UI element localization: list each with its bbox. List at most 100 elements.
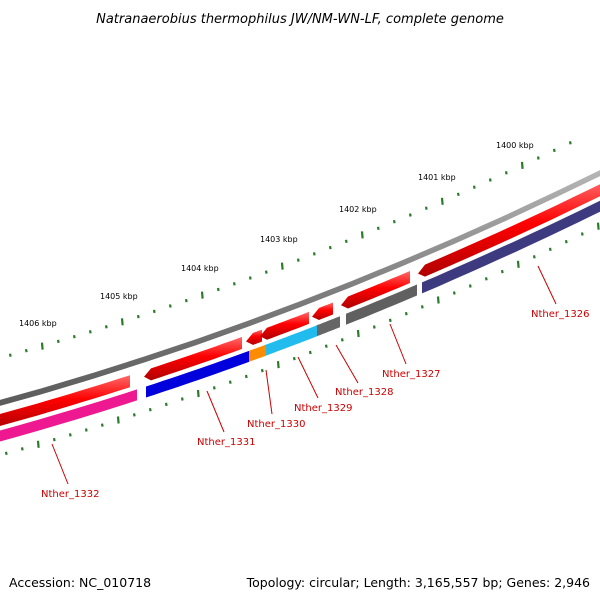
forward-cds-3[interactable] — [246, 329, 262, 345]
leader-line-1331 — [206, 390, 225, 433]
scale-tick-upper — [520, 161, 524, 169]
scale-tick-upper — [40, 342, 44, 350]
scale-tick-upper — [360, 231, 364, 239]
forward-cds-2[interactable] — [144, 336, 242, 381]
kbp-label-1401: 1401 kbp — [418, 173, 456, 182]
leader-line-1330 — [265, 369, 273, 415]
gene-feature-1329[interactable] — [264, 325, 317, 357]
scale-tick-upper — [456, 192, 460, 197]
scale-tick-lower — [100, 423, 104, 427]
accession-text: Accession: NC_010718 — [9, 575, 152, 590]
scale-tick-upper — [296, 258, 300, 262]
gene-label-1329[interactable]: Nther_1329 — [294, 403, 352, 414]
scale-tick-lower — [276, 361, 280, 369]
scale-tick-lower — [180, 397, 184, 401]
scale-tick-upper — [472, 185, 476, 189]
scale-tick-lower — [356, 329, 360, 338]
gene-feature-1331[interactable] — [146, 350, 249, 398]
scale-tick-lower — [596, 222, 600, 230]
gene-label-1332[interactable]: Nther_1332 — [41, 489, 99, 500]
gene-label-1331[interactable]: Nther_1331 — [197, 437, 255, 448]
scale-tick-upper — [376, 226, 380, 231]
gene-label-1327[interactable]: Nther_1327 — [382, 369, 440, 380]
gene-features — [0, 196, 600, 444]
gene-label-1326[interactable]: Nther_1326 — [531, 309, 589, 320]
scale-tick-lower — [580, 232, 584, 236]
kbp-label-1405: 1405 kbp — [100, 292, 138, 301]
kbp-label-1403: 1403 kbp — [260, 235, 298, 244]
forward-cds-7[interactable] — [418, 179, 600, 277]
kbp-label-1400: 1400 kbp — [496, 141, 534, 150]
gene-label-1330[interactable]: Nther_1330 — [247, 419, 305, 430]
gene-feature-1332[interactable] — [0, 389, 137, 444]
scale-tick-upper — [72, 334, 76, 339]
gene-labels: Nther_1326 Nther_1327 Nther_1328 Nther_1… — [41, 309, 589, 500]
gene-feature-1327[interactable] — [346, 284, 417, 325]
scale-tick-upper — [200, 291, 204, 299]
scale-tick-lower — [164, 402, 168, 407]
scale-tick-lower — [292, 356, 296, 361]
gene-leader-lines — [51, 265, 557, 485]
scale-tick-upper — [488, 178, 492, 182]
scale-tick-lower — [52, 437, 56, 442]
forward-cds-1[interactable] — [0, 375, 130, 429]
scale-tick-upper — [152, 309, 156, 314]
scale-tick-lower — [500, 269, 504, 274]
kbp-label-1406: 1406 kbp — [19, 319, 57, 328]
scale-tick-upper — [184, 298, 188, 303]
scale-tick-lower — [548, 247, 552, 252]
scale-tick-upper — [344, 239, 348, 244]
forward-cds-4[interactable] — [260, 311, 309, 340]
scale-tick-lower — [532, 255, 536, 259]
scale-tick-lower — [132, 413, 136, 417]
scale-tick-lower — [324, 344, 328, 348]
scale-tick-lower — [228, 380, 232, 384]
scale-tick-lower — [404, 311, 408, 316]
scale-tick-upper — [8, 353, 12, 357]
forward-cds-5[interactable] — [312, 302, 333, 321]
scale-tick-upper — [280, 262, 284, 270]
gene-feature-1326[interactable] — [422, 196, 600, 294]
scale-tick-lower — [484, 277, 488, 281]
scale-tick-upper — [216, 287, 220, 292]
genome-summary-text: Topology: circular; Length: 3,165,557 bp… — [246, 575, 590, 590]
scale-tick-lower — [436, 296, 440, 304]
scale-tick-lower — [308, 350, 312, 355]
leader-line-1326 — [537, 265, 557, 305]
forward-strand-cds — [0, 179, 600, 429]
gene-feature-1330[interactable] — [249, 344, 266, 362]
scale-tick-lower — [4, 451, 8, 456]
scale-tick-upper — [24, 348, 28, 353]
scale-tick-lower — [244, 374, 248, 379]
scale-tick-upper — [104, 325, 108, 329]
scale-tick-lower — [564, 239, 568, 244]
scale-tick-upper — [552, 148, 556, 153]
kbp-labels: 1400 kbp 1401 kbp 1402 kbp 1403 kbp 1404… — [19, 141, 534, 328]
scale-tick-upper — [312, 252, 316, 256]
leader-line-1327 — [389, 323, 407, 365]
genome-backbone — [0, 170, 600, 406]
leader-line-1328 — [335, 344, 359, 384]
scale-tick-upper — [168, 304, 172, 308]
scale-tick-upper — [88, 330, 92, 334]
scale-tick-lower — [84, 428, 88, 432]
scale-tick-lower — [516, 260, 520, 268]
scale-tick-lower — [468, 284, 472, 288]
scale-tick-upper — [248, 276, 252, 280]
gene-label-1328[interactable]: Nther_1328 — [335, 387, 393, 398]
scale-tick-lower — [196, 389, 200, 398]
scale-tick-upper — [504, 171, 508, 175]
scale-tick-upper — [136, 314, 140, 319]
scale-tick-upper — [568, 141, 572, 145]
forward-cds-6[interactable] — [341, 271, 410, 309]
scale-tick-upper — [408, 213, 412, 217]
kbp-label-1404: 1404 kbp — [181, 264, 219, 273]
scale-tick-upper — [440, 197, 444, 205]
scale-tick-upper — [120, 318, 124, 326]
leader-line-1329 — [297, 356, 319, 399]
scale-tick-lower — [148, 407, 152, 412]
leader-line-1332 — [51, 443, 69, 485]
gene-feature-1328[interactable] — [316, 316, 340, 337]
kbp-label-1402: 1402 kbp — [339, 205, 377, 214]
scale-tick-lower — [372, 325, 376, 329]
